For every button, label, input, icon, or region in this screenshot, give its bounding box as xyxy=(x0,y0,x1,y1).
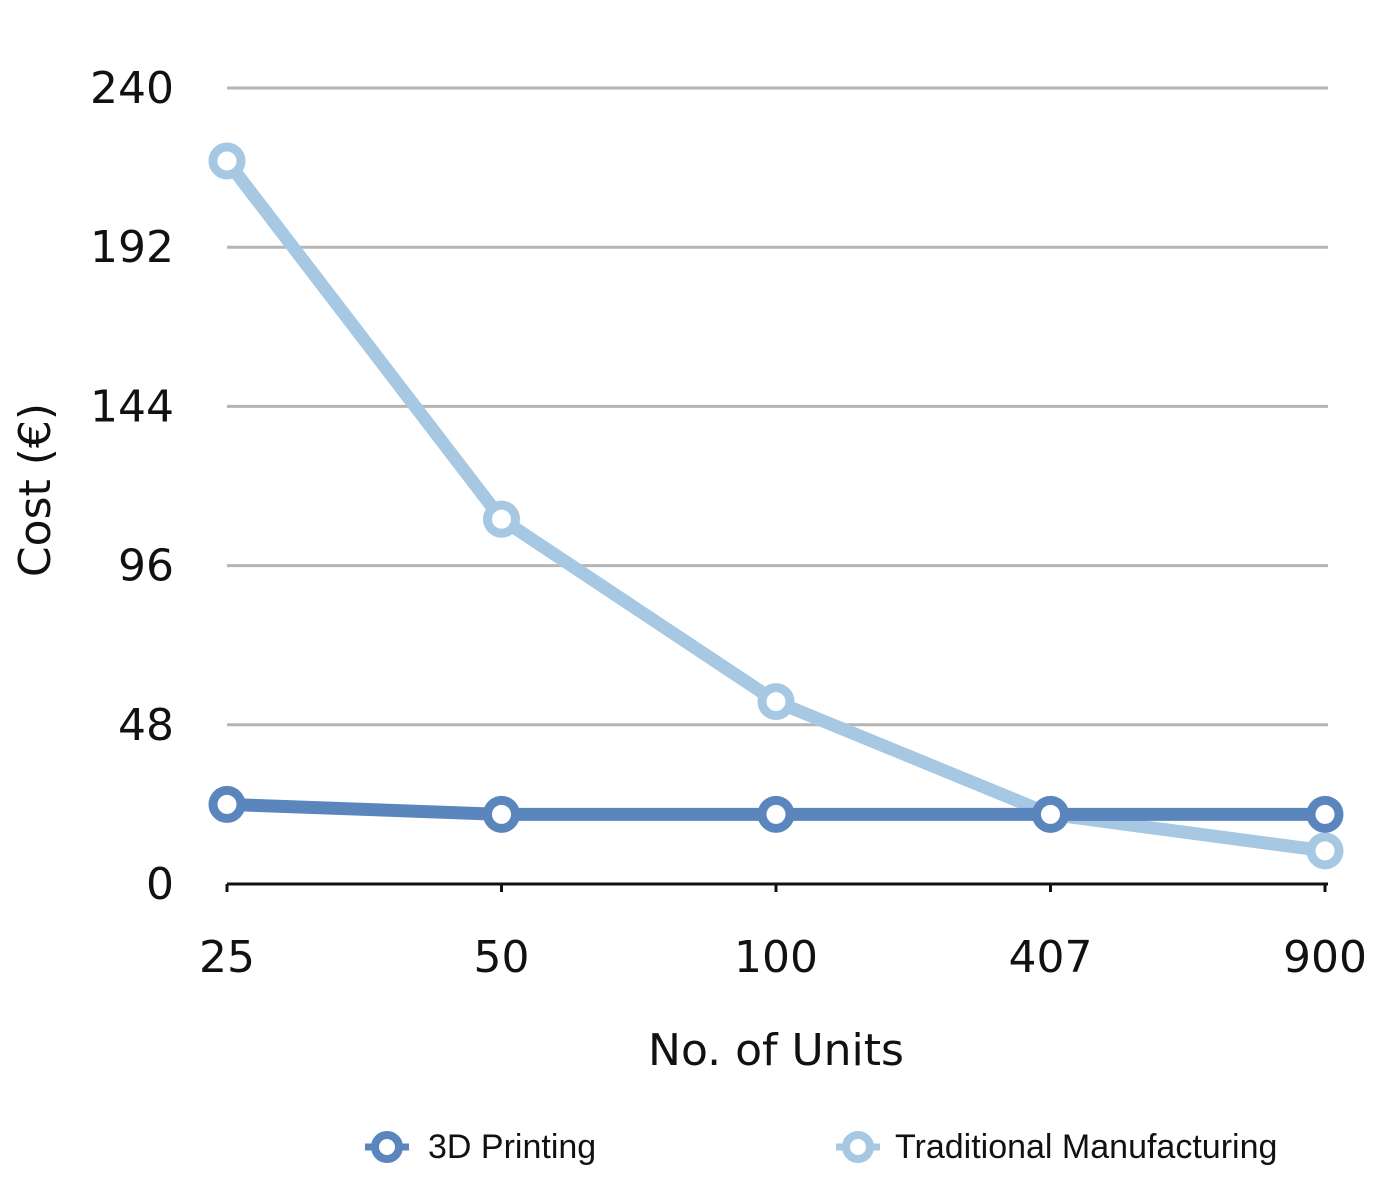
x-axis xyxy=(225,882,1328,892)
series-traditional-manufacturing xyxy=(208,142,1344,870)
x-tick-label: 50 xyxy=(474,932,530,983)
legend-item: 3D Printing xyxy=(365,1128,596,1166)
y-axis-title: Cost (€) xyxy=(10,403,61,577)
series-lines xyxy=(208,142,1344,870)
x-tick-labels: 25 50 100 407 900 xyxy=(199,932,1367,983)
gridlines xyxy=(227,86,1328,727)
y-tick-labels: 0 48 96 144 192 240 xyxy=(90,63,174,910)
y-tick-label: 48 xyxy=(118,700,174,751)
y-tick-label: 96 xyxy=(118,541,174,592)
legend-item: Traditional Manufacturing xyxy=(836,1128,1277,1166)
y-tick-label: 0 xyxy=(146,859,174,910)
series-3d-printing xyxy=(208,785,1344,833)
data-point xyxy=(208,142,246,180)
data-point xyxy=(757,795,795,833)
y-tick-label: 192 xyxy=(90,222,174,273)
legend-label: 3D Printing xyxy=(428,1128,596,1166)
x-tick-label: 407 xyxy=(1009,932,1093,983)
data-point xyxy=(483,500,520,538)
data-point xyxy=(208,785,246,823)
y-tick-label: 144 xyxy=(90,381,174,432)
legend-label: Traditional Manufacturing xyxy=(895,1128,1277,1166)
legend: 3D Printing Traditional Manufacturing xyxy=(365,1128,1277,1166)
series-line xyxy=(220,154,1332,858)
legend-swatch-marker xyxy=(842,1131,874,1163)
data-point xyxy=(757,683,795,721)
data-point xyxy=(483,795,520,833)
x-tick-label: 25 xyxy=(199,932,255,983)
x-tick-label: 100 xyxy=(734,932,818,983)
legend-swatch-marker xyxy=(371,1131,403,1163)
data-point xyxy=(1306,832,1344,870)
y-tick-label: 240 xyxy=(90,63,174,114)
data-point xyxy=(1032,795,1069,833)
x-tick-label: 900 xyxy=(1283,932,1367,983)
data-point xyxy=(1306,795,1344,833)
x-axis-title: No. of Units xyxy=(648,1025,904,1076)
